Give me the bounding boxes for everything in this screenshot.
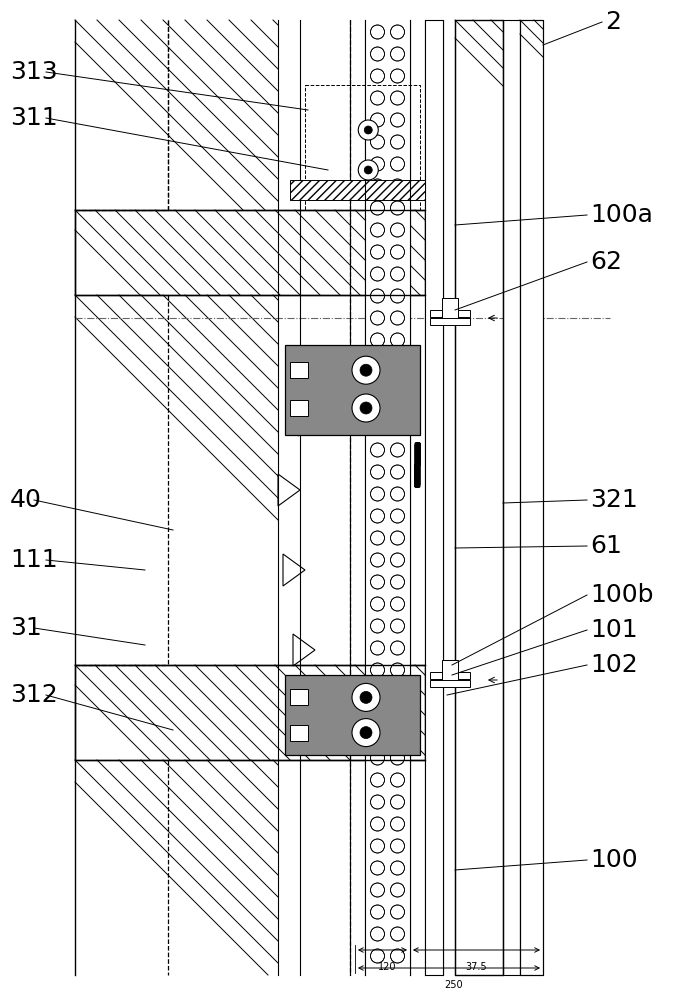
Text: 2: 2	[605, 10, 621, 34]
Circle shape	[358, 160, 378, 180]
Circle shape	[358, 120, 378, 140]
Circle shape	[352, 719, 380, 747]
Circle shape	[360, 727, 372, 739]
Text: 61: 61	[590, 534, 622, 558]
Text: 250: 250	[444, 980, 463, 990]
Text: 111: 111	[10, 548, 58, 572]
Bar	[285, 345, 420, 435]
Text: 100: 100	[590, 848, 638, 872]
Bar	[430, 680, 470, 687]
Bar	[365, 20, 410, 975]
Circle shape	[352, 356, 380, 384]
Bar	[290, 725, 308, 741]
Text: 31: 31	[10, 616, 42, 640]
Bar	[290, 400, 308, 416]
Circle shape	[360, 364, 372, 376]
Bar	[285, 675, 420, 755]
Circle shape	[364, 166, 372, 174]
Bar	[305, 85, 420, 210]
Bar	[430, 318, 470, 325]
Bar	[520, 20, 543, 975]
Circle shape	[352, 683, 380, 711]
Bar	[455, 20, 503, 975]
Bar	[75, 210, 425, 295]
Circle shape	[360, 402, 372, 414]
Text: 100a: 100a	[590, 203, 653, 227]
Bar	[442, 660, 458, 682]
Bar	[290, 689, 308, 705]
Bar	[425, 20, 443, 975]
Bar	[290, 362, 308, 378]
Bar	[430, 672, 470, 679]
Text: 313: 313	[10, 60, 58, 84]
Text: 62: 62	[590, 250, 622, 274]
Text: 321: 321	[590, 488, 638, 512]
Bar	[442, 298, 458, 320]
Bar	[290, 180, 425, 200]
Text: 40: 40	[10, 488, 42, 512]
Text: 100b: 100b	[590, 583, 654, 607]
Text: 311: 311	[10, 106, 58, 130]
Circle shape	[360, 691, 372, 703]
Circle shape	[352, 394, 380, 422]
Text: 312: 312	[10, 683, 58, 707]
Text: 120: 120	[378, 962, 397, 972]
Text: 102: 102	[590, 653, 638, 677]
Bar	[520, 20, 543, 975]
Bar	[503, 20, 520, 975]
Text: 101: 101	[590, 618, 638, 642]
Text: 37.5: 37.5	[466, 962, 487, 972]
Bar	[75, 665, 425, 760]
Circle shape	[364, 126, 372, 134]
Bar	[430, 310, 470, 317]
